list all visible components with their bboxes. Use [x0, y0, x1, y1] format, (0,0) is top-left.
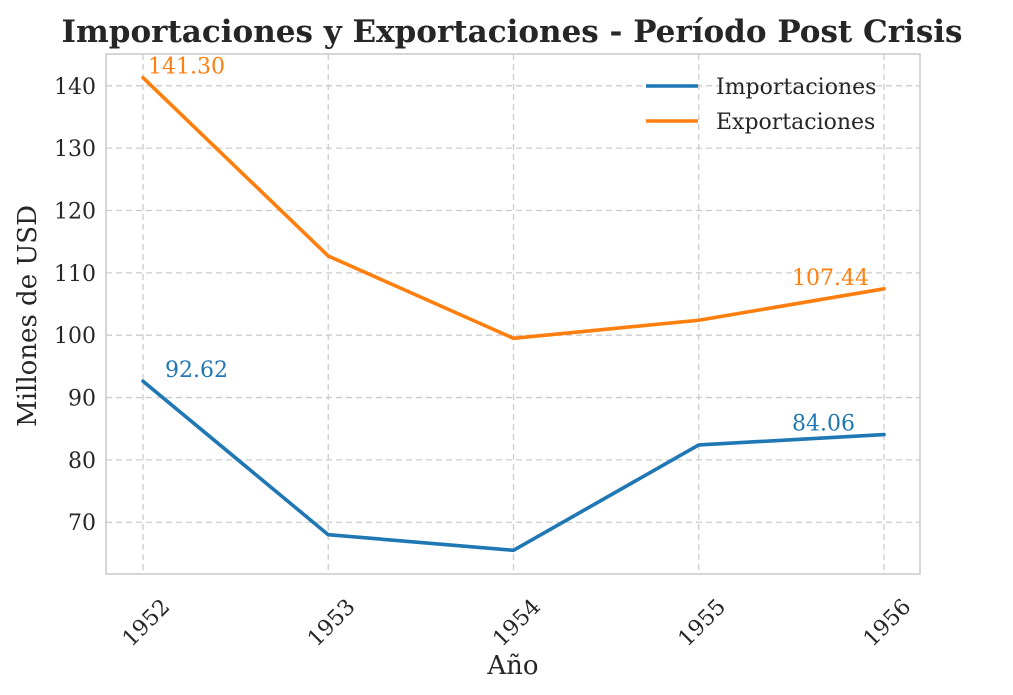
series-group — [141, 75, 886, 553]
series-line-exportaciones — [141, 75, 886, 341]
legend: Importaciones Exportaciones — [646, 75, 876, 135]
x-tick-label: 1953 — [303, 595, 360, 652]
y-axis: 70 80 90 100 110 120 130 140 — [54, 75, 96, 536]
x-axis-label: Año — [486, 651, 538, 681]
y-tick-label: 130 — [54, 137, 96, 162]
data-label: 107.44 — [792, 266, 869, 291]
y-tick-label: 80 — [68, 449, 96, 474]
y-tick-label: 90 — [68, 387, 96, 412]
y-tick-label: 110 — [54, 262, 96, 287]
y-tick-label: 120 — [54, 199, 96, 224]
y-tick-label: 100 — [54, 324, 96, 349]
y-tick-label: 70 — [68, 511, 96, 536]
x-tick-label: 1952 — [118, 595, 175, 652]
x-axis: 1952 1953 1954 1955 1956 — [118, 595, 916, 652]
legend-label: Importaciones — [716, 75, 876, 100]
x-tick-label: 1956 — [859, 595, 916, 652]
y-tick-label: 140 — [54, 75, 96, 100]
data-label: 84.06 — [792, 412, 855, 437]
chart-title: Importaciones y Exportaciones - Período … — [61, 14, 962, 50]
plot-area — [105, 53, 921, 575]
series-line-importaciones — [141, 379, 886, 553]
y-axis-label: Millones de USD — [13, 205, 43, 427]
data-labels: 92.62 84.06 141.30 107.44 — [148, 55, 869, 437]
x-tick-label: 1954 — [488, 595, 545, 652]
x-tick-label: 1955 — [674, 595, 731, 652]
legend-label: Exportaciones — [716, 110, 875, 135]
data-label: 141.30 — [148, 55, 225, 80]
grid — [106, 54, 920, 574]
data-label: 92.62 — [165, 358, 228, 383]
